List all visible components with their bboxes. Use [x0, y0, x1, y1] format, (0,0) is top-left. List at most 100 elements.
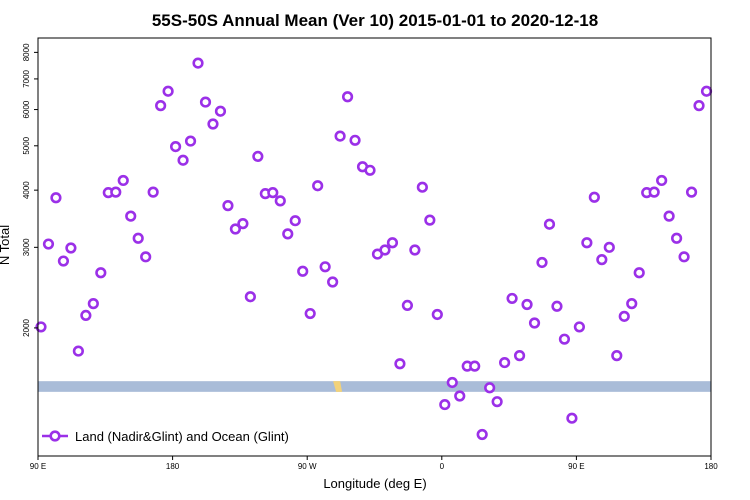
data-point — [379, 244, 391, 256]
data-point — [401, 299, 414, 311]
data-point — [87, 298, 99, 310]
data-point — [484, 382, 496, 394]
data-point — [611, 350, 623, 362]
data-point — [521, 298, 533, 311]
data-point — [476, 428, 488, 441]
data-point — [543, 218, 556, 230]
data-point — [95, 267, 107, 279]
data-point — [169, 140, 182, 153]
data-point — [155, 100, 167, 112]
data-point — [603, 241, 615, 253]
data-point — [304, 307, 316, 320]
data-point — [416, 181, 428, 193]
data-point — [446, 376, 458, 389]
data-point — [648, 186, 660, 198]
y-tick-label: 6000 — [22, 100, 31, 118]
data-point — [252, 150, 264, 163]
data-point — [117, 174, 129, 187]
x-tick-label: 90 W — [298, 462, 317, 471]
y-tick-label: 5000 — [22, 136, 31, 154]
data-point — [499, 356, 511, 369]
data-point — [626, 298, 638, 310]
data-point — [693, 100, 705, 112]
data-point — [513, 350, 526, 362]
data-point — [327, 276, 339, 288]
data-point — [536, 256, 548, 269]
x-tick-label: 0 — [440, 462, 445, 471]
data-point — [394, 358, 406, 370]
data-point — [558, 333, 571, 345]
data-point — [491, 396, 503, 408]
data-point — [244, 291, 256, 303]
data-point — [192, 57, 204, 69]
data-points — [35, 57, 713, 441]
data-point — [700, 85, 713, 97]
data-point — [162, 85, 174, 97]
x-tick-label: 180 — [704, 462, 718, 471]
data-point — [267, 187, 279, 199]
data-point — [289, 215, 301, 227]
data-point — [424, 214, 436, 226]
data-point — [35, 321, 47, 333]
x-tick-label: 180 — [166, 462, 180, 471]
x-axis-ticks: 90 E 180 90 W 0 90 E 180 — [30, 456, 718, 471]
y-axis-label: N Total — [0, 225, 12, 265]
data-point — [229, 223, 242, 235]
data-point — [678, 251, 690, 263]
data-point — [439, 398, 451, 411]
data-point — [566, 412, 578, 424]
data-point — [42, 238, 55, 250]
x-tick-label: 90 E — [30, 462, 46, 471]
data-point — [409, 244, 421, 256]
data-point — [177, 154, 189, 166]
y-tick-label: 2000 — [22, 318, 31, 336]
data-point — [274, 195, 286, 207]
data-point — [207, 118, 219, 130]
y-tick-label: 7000 — [22, 69, 31, 87]
x-axis-label: Longitude (deg E) — [323, 476, 426, 491]
data-point — [633, 267, 645, 279]
data-point — [65, 242, 77, 254]
land-patch — [333, 381, 343, 392]
legend-marker — [49, 430, 61, 442]
land-band — [38, 381, 711, 392]
data-point — [132, 232, 144, 244]
data-point — [685, 186, 698, 198]
y-axis-ticks: 2000 3000 4000 5000 6000 7000 8000 — [22, 43, 38, 337]
data-point — [334, 130, 346, 142]
data-point — [214, 105, 227, 117]
data-point — [140, 251, 152, 263]
data-point — [431, 308, 443, 321]
data-point — [341, 91, 354, 103]
legend: Land (Nadir&Glint) and Ocean (Glint) — [42, 429, 289, 444]
data-point — [581, 237, 593, 249]
data-point — [663, 210, 675, 222]
data-point — [57, 255, 70, 267]
data-point — [80, 309, 92, 322]
data-point — [588, 191, 600, 203]
chart-title: 55S-50S Annual Mean (Ver 10) 2015-01-01 … — [152, 11, 598, 30]
land-band-layer — [38, 381, 711, 392]
y-tick-label: 3000 — [22, 238, 31, 256]
data-point — [454, 390, 466, 402]
data-point — [469, 360, 481, 372]
data-point — [528, 317, 541, 329]
data-point — [184, 135, 197, 147]
data-point — [551, 300, 563, 312]
data-point — [671, 232, 683, 244]
x-tick-label: 90 E — [568, 462, 584, 471]
data-point — [364, 164, 376, 176]
data-point — [237, 218, 249, 230]
data-point — [573, 321, 585, 333]
data-point — [282, 228, 294, 240]
data-point — [222, 200, 234, 212]
data-point — [50, 192, 62, 204]
data-point — [386, 237, 399, 249]
data-point — [72, 345, 84, 357]
data-point — [618, 310, 630, 322]
data-point — [199, 96, 212, 108]
data-point — [125, 210, 137, 222]
data-point — [596, 254, 608, 266]
y-tick-label: 4000 — [22, 181, 31, 199]
